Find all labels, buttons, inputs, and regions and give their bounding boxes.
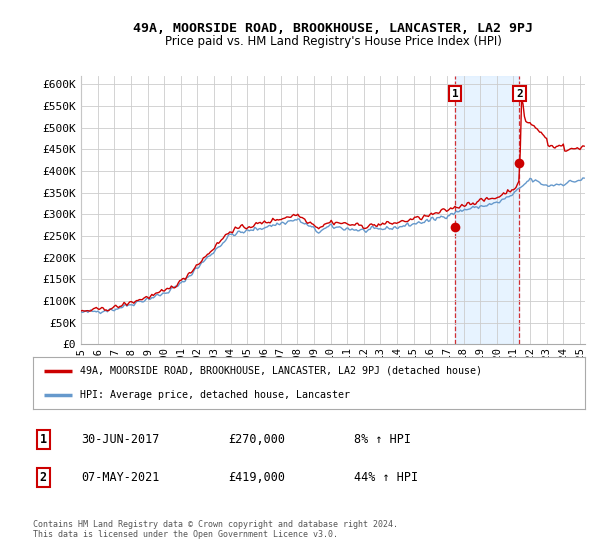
Text: £270,000: £270,000 bbox=[228, 433, 285, 446]
Text: HPI: Average price, detached house, Lancaster: HPI: Average price, detached house, Lanc… bbox=[80, 390, 350, 400]
Text: 07-MAY-2021: 07-MAY-2021 bbox=[81, 470, 160, 484]
Text: 44% ↑ HPI: 44% ↑ HPI bbox=[354, 470, 418, 484]
Bar bbox=[455, 76, 520, 344]
Text: 49A, MOORSIDE ROAD, BROOKHOUSE, LANCASTER, LA2 9PJ (detached house): 49A, MOORSIDE ROAD, BROOKHOUSE, LANCASTE… bbox=[80, 366, 482, 376]
Text: 1: 1 bbox=[452, 88, 458, 99]
Text: 1: 1 bbox=[40, 433, 47, 446]
Text: 2: 2 bbox=[40, 470, 47, 484]
Text: Contains HM Land Registry data © Crown copyright and database right 2024.
This d: Contains HM Land Registry data © Crown c… bbox=[33, 520, 398, 539]
Text: Price paid vs. HM Land Registry's House Price Index (HPI): Price paid vs. HM Land Registry's House … bbox=[164, 35, 502, 48]
Text: £419,000: £419,000 bbox=[228, 470, 285, 484]
Text: 49A, MOORSIDE ROAD, BROOKHOUSE, LANCASTER, LA2 9PJ: 49A, MOORSIDE ROAD, BROOKHOUSE, LANCASTE… bbox=[133, 22, 533, 35]
Text: 8% ↑ HPI: 8% ↑ HPI bbox=[354, 433, 411, 446]
Text: 30-JUN-2017: 30-JUN-2017 bbox=[81, 433, 160, 446]
Text: 2: 2 bbox=[516, 88, 523, 99]
